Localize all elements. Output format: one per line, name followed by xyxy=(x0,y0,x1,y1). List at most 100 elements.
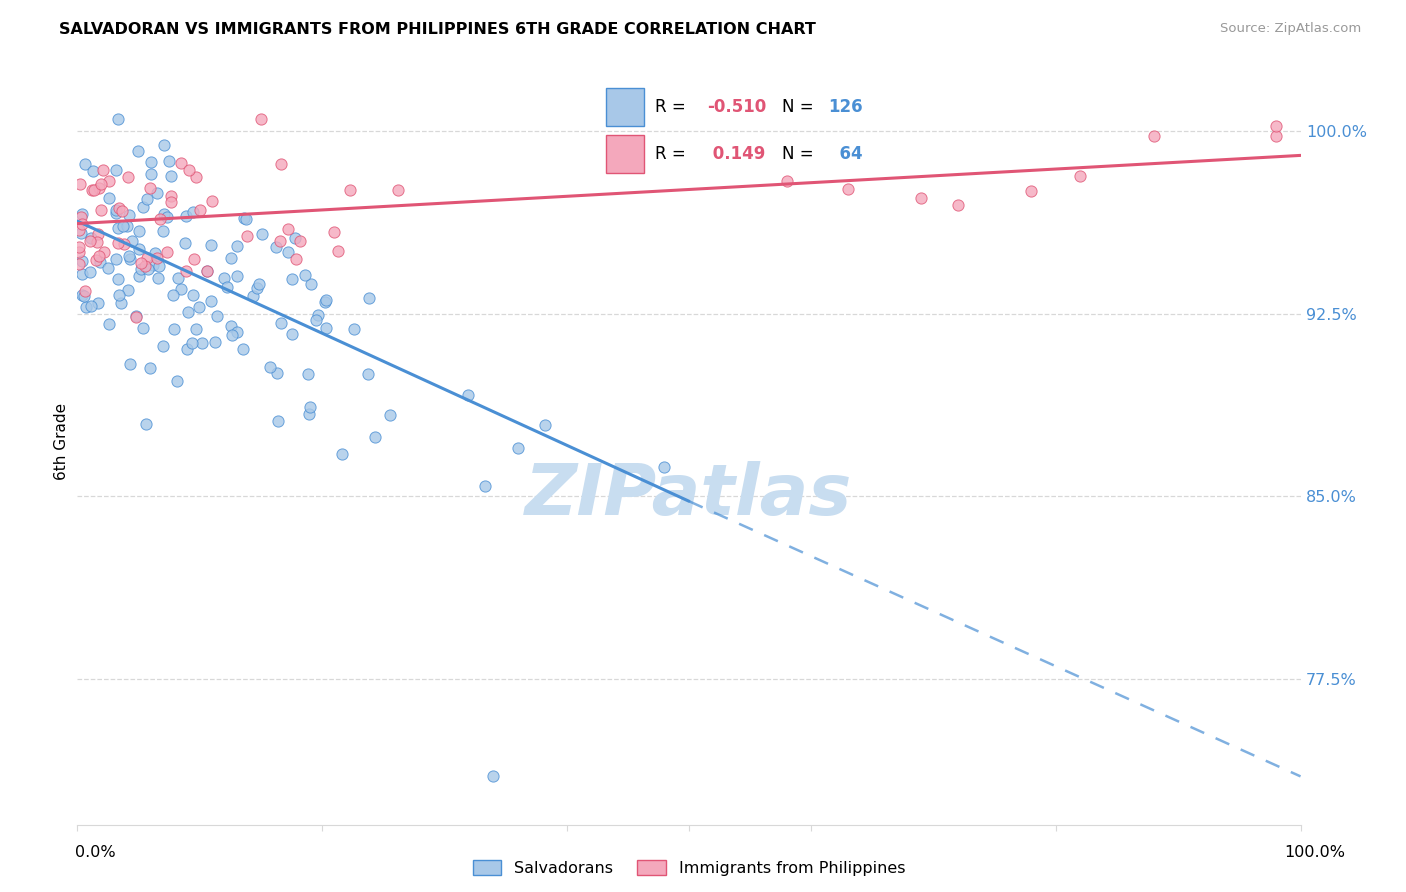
Point xyxy=(266,366,288,380)
Point xyxy=(75,301,97,315)
Point xyxy=(90,203,112,218)
Text: SALVADORAN VS IMMIGRANTS FROM PHILIPPINES 6TH GRADE CORRELATION CHART: SALVADORAN VS IMMIGRANTS FROM PHILIPPINE… xyxy=(59,22,815,37)
Point xyxy=(152,224,174,238)
Point xyxy=(181,204,204,219)
Point xyxy=(297,368,319,382)
Point xyxy=(184,169,207,184)
Point xyxy=(67,240,90,254)
Point xyxy=(176,264,198,278)
Point xyxy=(250,112,273,126)
Point xyxy=(174,236,197,251)
Point xyxy=(93,163,115,178)
Point xyxy=(118,252,141,266)
Point xyxy=(166,271,188,285)
Point xyxy=(181,335,204,350)
Point xyxy=(246,281,269,295)
Point xyxy=(155,210,177,224)
Point xyxy=(307,308,329,322)
Point xyxy=(1143,128,1166,143)
Point xyxy=(146,186,169,200)
Point xyxy=(357,367,380,381)
Point xyxy=(176,343,198,357)
Point xyxy=(242,288,264,302)
Point xyxy=(139,181,162,195)
Point xyxy=(233,211,256,225)
Point xyxy=(1069,169,1091,184)
Point xyxy=(343,322,366,336)
Point xyxy=(163,322,186,336)
Point xyxy=(146,271,169,285)
Point xyxy=(226,325,249,339)
Point xyxy=(267,414,290,428)
Point xyxy=(364,429,387,443)
Point xyxy=(153,207,176,221)
Point xyxy=(73,284,96,298)
Point xyxy=(323,225,346,239)
Text: 126: 126 xyxy=(828,98,863,117)
Point xyxy=(69,226,91,240)
Point xyxy=(305,313,328,327)
Bar xyxy=(606,135,644,173)
Point xyxy=(72,207,94,221)
Point xyxy=(125,310,148,324)
Point xyxy=(128,242,150,256)
Point xyxy=(200,294,222,309)
Point xyxy=(73,289,96,303)
Point xyxy=(117,219,139,233)
Point xyxy=(326,244,349,258)
Text: 0.149: 0.149 xyxy=(707,145,765,162)
Point xyxy=(314,295,336,310)
Point xyxy=(136,192,159,206)
Point xyxy=(266,240,288,254)
Point xyxy=(195,264,218,278)
Point xyxy=(87,181,110,195)
Point xyxy=(134,259,156,273)
Point xyxy=(86,235,108,249)
Point xyxy=(205,309,228,323)
Point xyxy=(181,288,204,302)
Point xyxy=(80,183,103,197)
Point xyxy=(87,227,110,241)
Point xyxy=(387,183,409,197)
Point xyxy=(506,441,529,455)
Point xyxy=(152,339,174,353)
Point xyxy=(70,267,93,281)
Point xyxy=(174,209,197,223)
Point xyxy=(252,227,274,241)
Point xyxy=(378,408,401,422)
Point xyxy=(146,251,169,265)
Point xyxy=(70,288,93,302)
Point xyxy=(339,184,361,198)
Text: -0.510: -0.510 xyxy=(707,98,766,117)
Text: N =: N = xyxy=(782,145,818,162)
Point xyxy=(107,221,129,235)
Point xyxy=(187,300,209,314)
Point xyxy=(69,211,91,225)
Point xyxy=(236,229,259,244)
Point xyxy=(219,252,242,266)
Point xyxy=(97,191,120,205)
Point xyxy=(197,263,219,277)
Point xyxy=(135,417,157,432)
Point xyxy=(1021,184,1043,198)
Point xyxy=(232,342,254,356)
Point xyxy=(359,291,381,305)
Point xyxy=(214,270,236,285)
Point xyxy=(108,287,131,301)
Point xyxy=(84,252,107,267)
Point xyxy=(132,321,155,335)
Point xyxy=(141,155,163,169)
Point xyxy=(225,238,247,252)
Point xyxy=(290,234,312,248)
Point xyxy=(136,261,159,276)
Point xyxy=(70,254,93,268)
Point xyxy=(129,256,152,270)
Point xyxy=(107,112,129,126)
Point xyxy=(482,769,505,783)
Point xyxy=(129,262,152,277)
Point xyxy=(910,191,932,205)
Text: R =: R = xyxy=(655,145,692,162)
Point xyxy=(277,245,299,260)
Point xyxy=(299,277,322,292)
Point xyxy=(125,310,148,324)
